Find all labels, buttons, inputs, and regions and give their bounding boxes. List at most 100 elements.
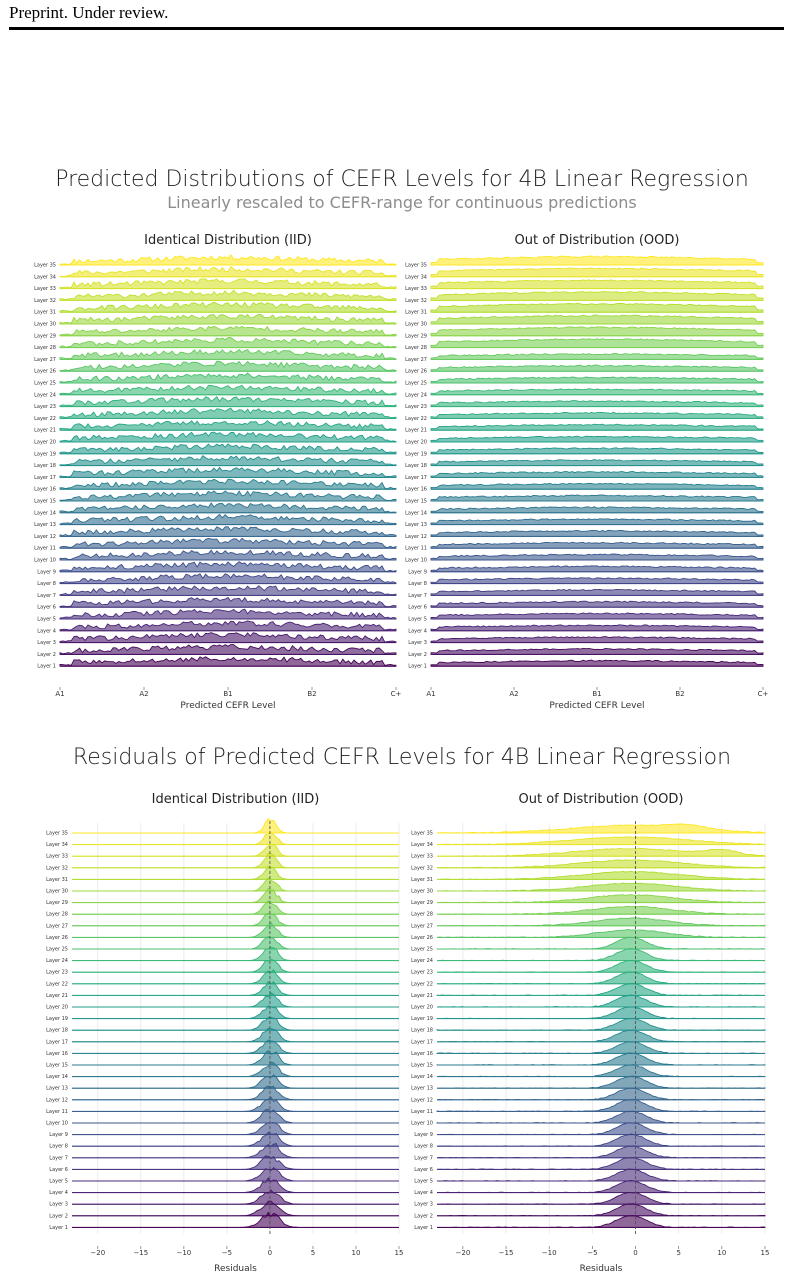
row-label: Layer 14 [411, 1074, 433, 1080]
x-tick-label: 10 [352, 1249, 361, 1257]
ridge-area [430, 494, 764, 502]
row-label: Layer 23 [405, 404, 427, 410]
ridge-area [59, 490, 397, 502]
row-label: Layer 19 [411, 1016, 433, 1022]
row-label: Layer 23 [411, 970, 433, 976]
row-label: Layer 20 [411, 1005, 433, 1011]
ridge-area [59, 407, 397, 419]
row-label: Layer 17 [411, 1039, 433, 1045]
row-label: Layer 5 [414, 1179, 433, 1185]
row-label: Layer 11 [405, 546, 427, 552]
row-label: Layer 10 [46, 1121, 68, 1127]
ridge-area [59, 325, 397, 337]
ridge-area [430, 376, 764, 384]
ridge-area [72, 1016, 399, 1031]
row-label: Layer 15 [405, 499, 427, 505]
ridge-area [72, 1211, 399, 1228]
panel-title: Out of Distribution (OOD) [519, 792, 684, 807]
x-axis-label: Predicted CEFR Level [549, 701, 644, 711]
ridge-area [436, 836, 766, 846]
ridge-area [430, 624, 764, 632]
row-label: Layer 5 [408, 617, 427, 623]
ridge-area [59, 384, 397, 396]
row-label: Layer 30 [405, 322, 427, 328]
ridge-area [437, 1215, 766, 1228]
ridge-area [59, 620, 397, 632]
figure1-subtitle: Linearly rescaled to CEFR-range for cont… [167, 193, 637, 212]
ridge-area [72, 853, 399, 869]
row-label: Layer 30 [411, 889, 433, 895]
ridge-area [430, 553, 764, 561]
row-label: Layer 9 [37, 569, 56, 575]
row-label: Layer 14 [405, 510, 427, 516]
ridge-area [72, 1142, 399, 1159]
row-label: Layer 16 [46, 1051, 68, 1057]
x-tick-label: −10 [176, 1249, 191, 1257]
ridge-area [436, 936, 766, 950]
ridge-area [59, 420, 397, 431]
ridge-area [59, 337, 397, 349]
row-label: Layer 27 [46, 923, 68, 929]
row-label: Layer 29 [34, 333, 56, 339]
x-tick-label: 15 [395, 1249, 404, 1257]
row-label: Layer 8 [408, 581, 427, 587]
ridge-area [437, 905, 766, 915]
row-label: Layer 5 [49, 1179, 68, 1185]
row-label: Layer 29 [411, 900, 433, 906]
x-tick-label: −10 [542, 1249, 557, 1257]
ridge-area [430, 588, 764, 596]
ridge-area [59, 266, 397, 278]
row-label: Layer 17 [46, 1039, 68, 1045]
row-label: Layer 11 [34, 546, 56, 552]
ridge-area [72, 1177, 399, 1194]
x-tick-label: C+ [758, 690, 769, 698]
ridge-area [436, 1017, 766, 1031]
row-label: Layer 2 [414, 1213, 433, 1219]
x-tick-label: A1 [55, 690, 64, 698]
row-label: Layer 22 [34, 416, 56, 422]
row-label: Layer 2 [37, 652, 56, 658]
row-label: Layer 3 [49, 1202, 68, 1208]
row-label: Layer 15 [34, 499, 56, 505]
row-label: Layer 24 [34, 392, 56, 398]
row-label: Layer 34 [34, 274, 56, 280]
ridge-area [436, 982, 765, 996]
ridge-area [437, 959, 766, 973]
row-label: Layer 25 [34, 381, 56, 387]
row-label: Layer 16 [34, 487, 56, 493]
row-label: Layer 7 [408, 593, 427, 599]
row-label: Layer 13 [34, 522, 56, 528]
row-label: Layer 9 [408, 569, 427, 575]
ridge-area [59, 644, 397, 655]
ridge-area [436, 1157, 766, 1170]
ridge-area [436, 1099, 766, 1112]
row-label: Layer 14 [34, 510, 56, 516]
panel-title: Identical Distribution (IID) [144, 233, 312, 248]
ridge-area [59, 431, 397, 443]
row-label: Layer 32 [405, 298, 427, 304]
row-label: Layer 17 [34, 475, 56, 481]
row-label: Layer 20 [405, 440, 427, 446]
row-label: Layer 28 [411, 912, 433, 918]
row-label: Layer 22 [405, 416, 427, 422]
ridge-area [430, 326, 764, 337]
x-tick-label: −5 [222, 1249, 232, 1257]
ridge-area [59, 278, 397, 290]
ridge-area [436, 1064, 766, 1078]
row-label: Layer 14 [46, 1074, 68, 1080]
row-label: Layer 28 [34, 345, 56, 351]
row-label: Layer 29 [46, 900, 68, 906]
ridge-area [437, 1168, 766, 1182]
x-tick-label: C+ [391, 690, 402, 698]
ridge-area [59, 360, 397, 372]
ridge-area [59, 289, 397, 301]
ridge-area [59, 526, 397, 537]
row-label: Layer 16 [411, 1051, 433, 1057]
row-label: Layer 3 [414, 1202, 433, 1208]
ridge-area [59, 632, 397, 644]
ridge-area [59, 596, 397, 608]
row-label: Layer 10 [405, 558, 427, 564]
x-tick-label: 5 [311, 1249, 315, 1257]
row-label: Layer 24 [46, 958, 68, 964]
ridge-area [430, 302, 764, 313]
